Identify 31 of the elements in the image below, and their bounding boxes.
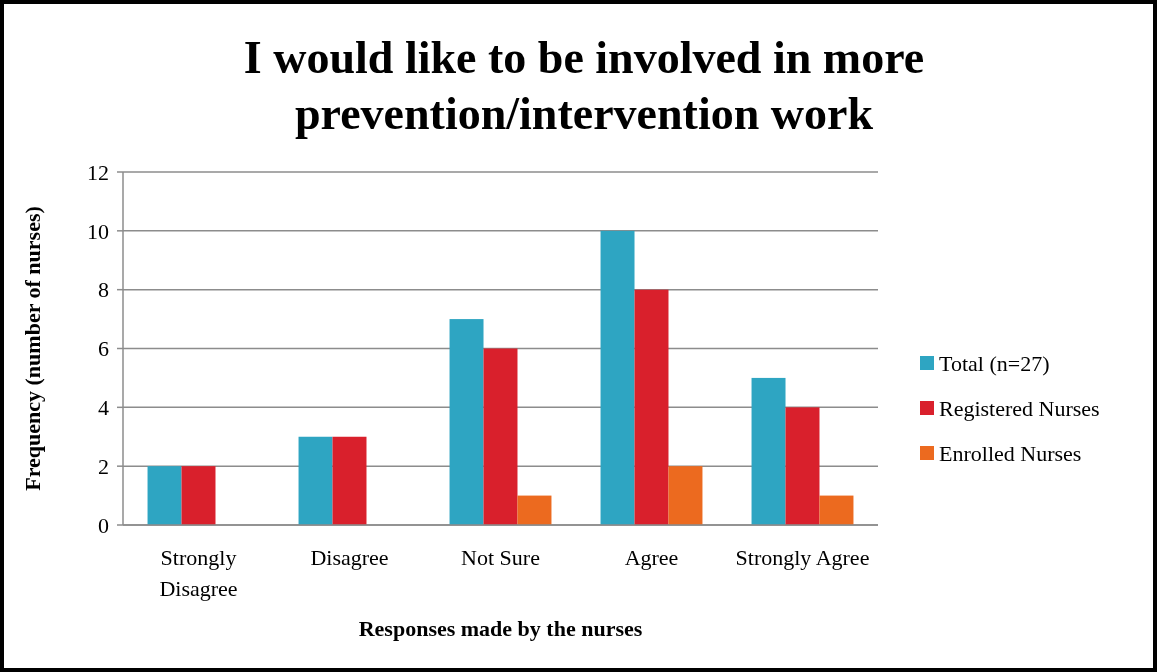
bar: [332, 436, 367, 525]
y-tick-label: 10: [87, 218, 109, 244]
y-axis-title: Frequency (number of nurses): [20, 206, 45, 491]
x-tick-label: Agree: [624, 545, 679, 570]
y-tick-label: 2: [98, 453, 109, 479]
bar: [600, 230, 635, 525]
y-tick-label: 4: [98, 395, 109, 421]
bar: [298, 436, 333, 525]
bar: [517, 495, 552, 525]
legend-label: Total (n=27): [939, 350, 1050, 376]
bar: [668, 466, 703, 525]
bar: [751, 377, 786, 525]
x-tick-label: Strongly Agree: [735, 545, 870, 570]
x-tick-label: Strongly Disagree: [159, 545, 238, 601]
y-tick-label: 8: [98, 277, 109, 303]
x-tick-label: Disagree: [310, 545, 389, 570]
legend-label: Registered Nurses: [939, 395, 1100, 421]
y-tick-label: 0: [98, 512, 109, 538]
bar: [181, 466, 216, 525]
bar: [147, 466, 182, 525]
chart-title: I would like to be involved in more prevention/intervention work: [243, 32, 925, 139]
y-tick-label: 6: [98, 336, 109, 362]
bar: [785, 407, 820, 525]
x-axis-title: Responses made by the nurses: [358, 616, 643, 641]
bar: [819, 495, 854, 525]
y-tick-label: 12: [87, 159, 109, 185]
x-tick-label: Not Sure: [461, 545, 540, 570]
bar: [449, 319, 484, 525]
bar: [634, 289, 669, 525]
bar: [483, 348, 518, 525]
legend-label: Enrolled Nurses: [939, 440, 1082, 466]
